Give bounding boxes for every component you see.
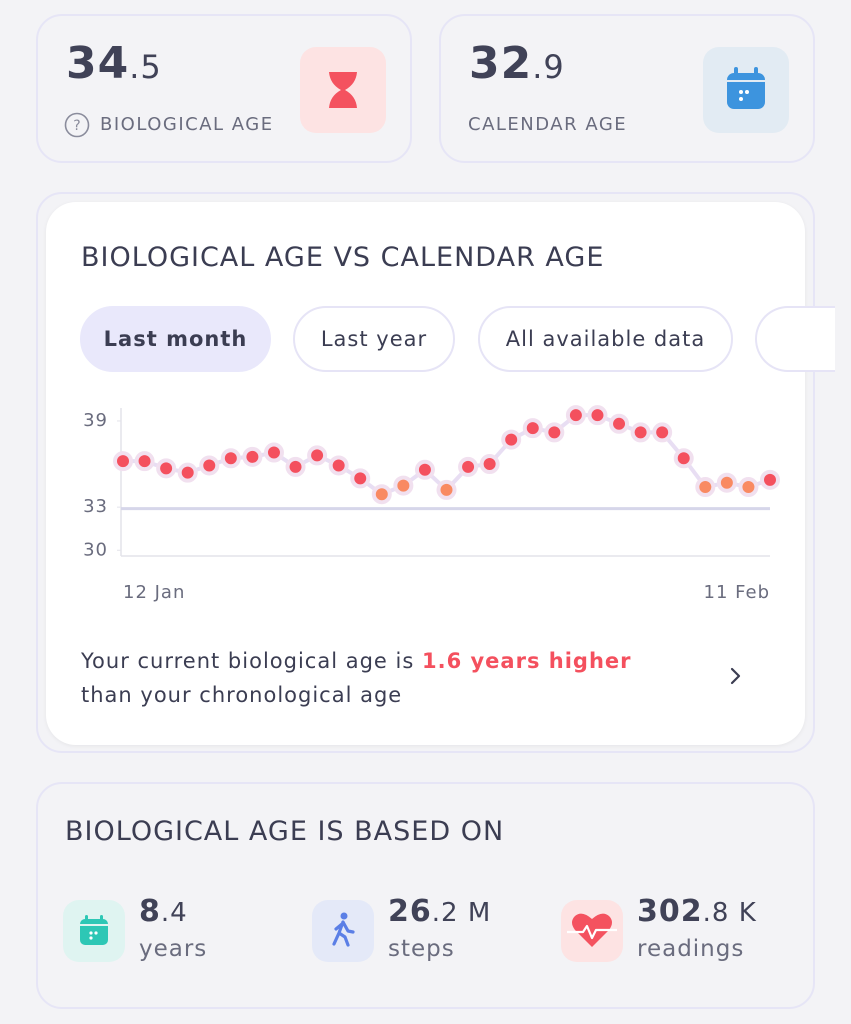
chart-card: BIOLOGICAL AGE VS CALENDAR AGE Last mont…: [46, 202, 835, 745]
filter-pill[interactable]: Last year: [293, 306, 455, 372]
svg-text:?: ?: [73, 118, 80, 134]
heart-icon: [561, 900, 623, 962]
stat-unit: years: [139, 936, 208, 962]
summary-prefix: Your current biological age is: [81, 649, 415, 673]
calendar-age-card[interactable]: 32.9 CALENDAR AGE: [439, 14, 815, 163]
filter-pill-clipped[interactable]: [755, 306, 835, 372]
help-icon[interactable]: ?: [64, 112, 90, 138]
whole: 8: [139, 894, 161, 929]
fraction: .5: [129, 48, 162, 86]
based-on-title: BIOLOGICAL AGE IS BASED ON: [65, 816, 505, 847]
summary-text: Your current biological age is 1.6 years…: [81, 644, 681, 712]
stat-unit: readings: [637, 936, 745, 962]
fraction: .4: [160, 898, 188, 928]
calendar-age-value: 32.9: [469, 38, 565, 89]
hourglass-icon: [300, 47, 386, 133]
stat-value: 26.2 M: [388, 894, 491, 929]
fraction: .9: [532, 48, 565, 86]
years-icon: [63, 900, 125, 962]
stat-value: 8.4: [139, 894, 188, 929]
whole: 34: [66, 38, 130, 89]
summary-suffix: than your chronological age: [81, 683, 403, 707]
bio-age-value: 34.5: [66, 38, 162, 89]
filter-pill[interactable]: Last month: [80, 306, 271, 372]
summary-highlight: 1.6 years higher: [421, 649, 632, 673]
bio-age-card[interactable]: 34.5 ? BIOLOGICAL AGE: [36, 14, 412, 163]
based-on-card: BIOLOGICAL AGE IS BASED ON 8.4 years 26.…: [36, 782, 815, 1009]
whole: 32: [469, 38, 533, 89]
chart-title: BIOLOGICAL AGE VS CALENDAR AGE: [81, 242, 605, 273]
whole: 302: [637, 894, 703, 929]
calendar-icon: [703, 47, 789, 133]
stat-value: 302.8 K: [637, 894, 757, 929]
calendar-age-label: CALENDAR AGE: [468, 114, 628, 135]
chart-card-outer: BIOLOGICAL AGE VS CALENDAR AGE Last mont…: [36, 192, 835, 753]
filter-pill[interactable]: All available data: [478, 306, 733, 372]
stat-unit: steps: [388, 936, 455, 962]
fraction: .8 K: [702, 898, 757, 928]
chevron[interactable]: [726, 664, 746, 688]
bio-age-label: BIOLOGICAL AGE: [100, 114, 274, 135]
steps-icon: [312, 900, 374, 962]
fraction: .2 M: [431, 898, 492, 928]
whole: 26: [388, 894, 432, 929]
